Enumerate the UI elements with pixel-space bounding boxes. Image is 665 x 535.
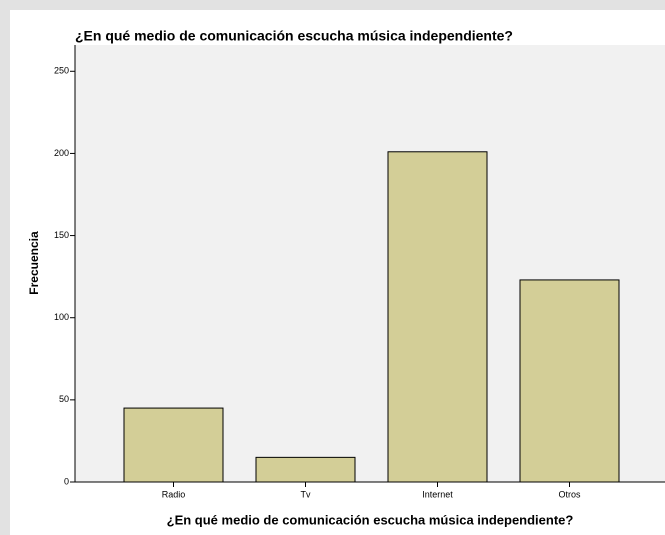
y-tick-label: 250 [54,66,69,76]
x-tick-label: Tv [301,489,311,499]
y-tick-label: 100 [54,312,69,322]
y-tick-label: 200 [54,148,69,158]
bar [387,151,488,483]
x-tick-label: Internet [422,489,453,499]
y-axis-label: Frecuencia [27,231,41,295]
y-tick-label: 150 [54,230,69,240]
chart-title: ¿En qué medio de comunicación escucha mú… [75,28,513,44]
bar [255,456,356,483]
bar [123,407,224,483]
x-tick-label: Radio [162,489,186,499]
bar [519,279,620,483]
x-axis-label: ¿En qué medio de comunicación escucha mú… [167,512,574,527]
x-tick-label: Otros [558,489,581,499]
y-tick-label: 0 [64,476,69,486]
y-tick-label: 50 [59,394,69,404]
